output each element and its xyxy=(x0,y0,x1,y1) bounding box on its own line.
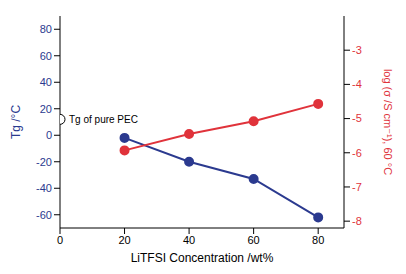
svg-text:40: 40 xyxy=(183,234,195,246)
svg-text:-40: -40 xyxy=(36,182,52,194)
svg-text:0: 0 xyxy=(57,234,63,246)
svg-text:20: 20 xyxy=(118,234,130,246)
svg-text:-8: -8 xyxy=(352,215,362,227)
svg-text:-60: -60 xyxy=(36,209,52,221)
svg-text:60: 60 xyxy=(248,234,260,246)
svg-text:Tg /°C: Tg /°C xyxy=(9,105,23,139)
svg-text:-6: -6 xyxy=(352,147,362,159)
svg-text:log (σ /S cm⁻¹), 60 °C: log (σ /S cm⁻¹), 60 °C xyxy=(382,69,394,175)
svg-text:40: 40 xyxy=(40,76,52,88)
svg-text:-20: -20 xyxy=(36,156,52,168)
svg-text:Tg of pure PEC: Tg of pure PEC xyxy=(69,114,138,125)
svg-text:-4: -4 xyxy=(352,78,362,90)
svg-text:LiTFSI Concentration /wt%: LiTFSI Concentration /wt% xyxy=(131,251,274,265)
svg-text:20: 20 xyxy=(40,103,52,115)
svg-text:80: 80 xyxy=(312,234,324,246)
svg-text:-7: -7 xyxy=(352,181,362,193)
svg-text:80: 80 xyxy=(40,23,52,35)
svg-text:-5: -5 xyxy=(352,112,362,124)
svg-text:60: 60 xyxy=(40,50,52,62)
svg-text:0: 0 xyxy=(46,129,52,141)
svg-text:-3: -3 xyxy=(352,44,362,56)
